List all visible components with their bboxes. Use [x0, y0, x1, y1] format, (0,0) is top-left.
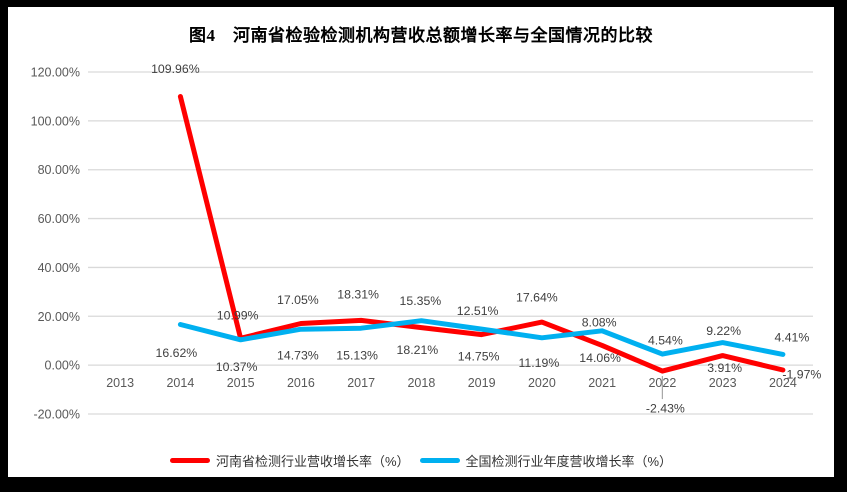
legend: 河南省检测行业营收增长率（%） 全国检测行业年度营收增长率（%） — [8, 447, 834, 473]
chart-canvas: 图4 河南省检验检测机构营收总额增长率与全国情况的比较 河南省检测行业营收增长率… — [8, 7, 834, 477]
legend-item-henan: 河南省检测行业营收增长率（%） — [169, 451, 410, 470]
henan-series-line-icon — [169, 457, 210, 463]
national-series-line-icon — [419, 457, 460, 463]
legend-item-national: 全国检测行业年度营收增长率（%） — [419, 451, 673, 470]
chart-title: 图4 河南省检验检测机构营收总额增长率与全国情况的比较 — [189, 26, 653, 45]
national-series-legend-label: 全国检测行业年度营收增长率（%） — [465, 453, 673, 469]
henan-series-legend-label: 河南省检测行业营收增长率（%） — [215, 453, 410, 469]
